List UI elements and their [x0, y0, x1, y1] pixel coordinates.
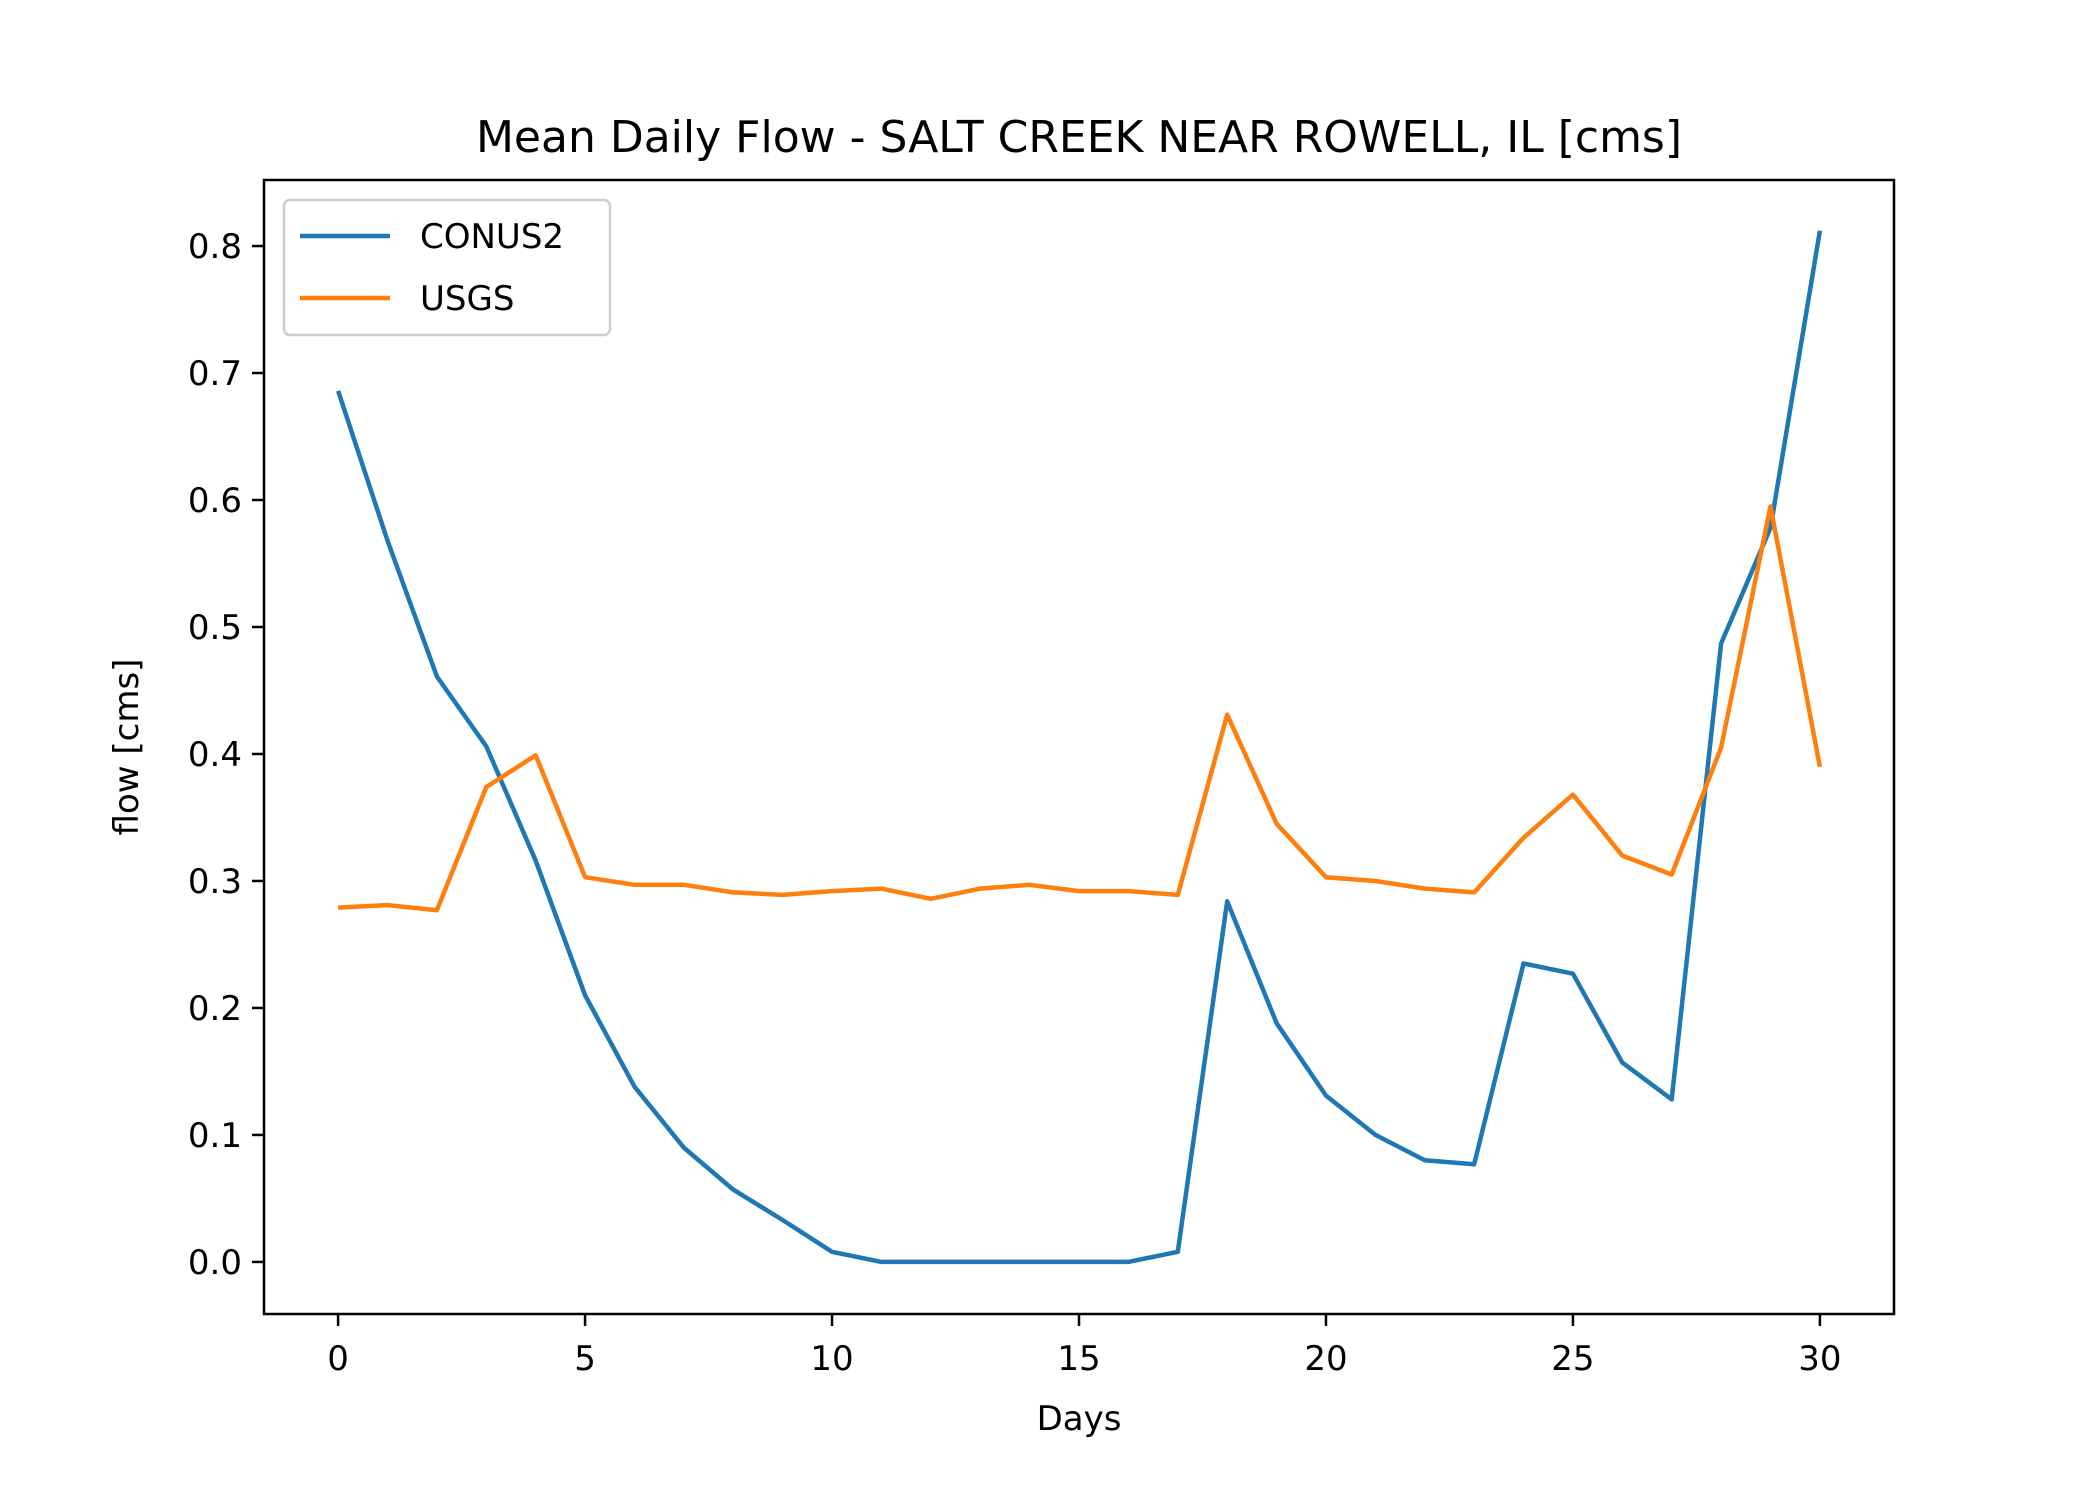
y-axis-label: flow [cms] — [107, 659, 147, 836]
x-tick-label: 20 — [1304, 1339, 1347, 1379]
x-tick-label: 15 — [1057, 1339, 1100, 1379]
y-tick-label: 0.1 — [188, 1116, 242, 1156]
y-tick-label: 0.7 — [188, 354, 242, 394]
y-tick-label: 0.2 — [188, 989, 242, 1029]
y-tick-label: 0.6 — [188, 481, 242, 521]
y-tick-label: 0.5 — [188, 608, 242, 648]
series-line-usgs — [337, 504, 1823, 913]
y-axis: 0.0 0.1 0.2 0.3 0.4 0.5 0.6 0.7 0.8 — [188, 227, 264, 1283]
series-line-conus2 — [335, 230, 1823, 1265]
x-axis: 0 5 10 15 20 25 30 — [327, 1314, 1842, 1379]
y-tick-label: 0.8 — [188, 227, 242, 267]
x-tick-label: 5 — [574, 1339, 596, 1379]
chart-title: Mean Daily Flow - SALT CREEK NEAR ROWELL… — [476, 112, 1682, 163]
series-lines — [335, 230, 1823, 1265]
x-axis-label: Days — [1037, 1399, 1122, 1439]
x-tick-label: 25 — [1551, 1339, 1594, 1379]
legend-label-conus2: CONUS2 — [420, 217, 564, 257]
y-tick-label: 0.0 — [188, 1243, 242, 1283]
x-tick-label: 0 — [327, 1339, 349, 1379]
x-tick-label: 30 — [1798, 1339, 1841, 1379]
x-tick-label: 10 — [810, 1339, 853, 1379]
plot-area-frame — [262, 178, 1896, 1316]
legend-label-usgs: USGS — [420, 279, 514, 319]
y-tick-label: 0.3 — [188, 862, 242, 902]
legend: CONUS2 USGS — [282, 198, 612, 337]
y-tick-label: 0.4 — [188, 735, 242, 775]
